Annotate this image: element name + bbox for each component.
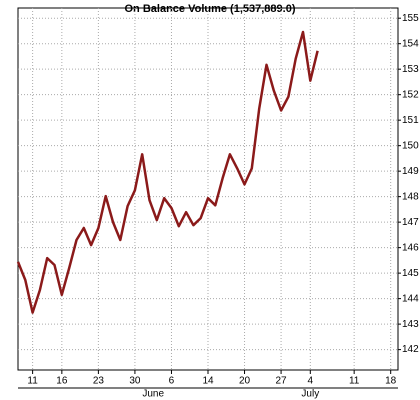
y-tick-label: 155: [402, 13, 419, 24]
x-tick-label: 30: [129, 376, 141, 387]
x-tick-label: 4: [308, 376, 314, 387]
y-tick-label: 142: [402, 344, 419, 355]
chart-title: On Balance Volume (1,537,889.0): [125, 3, 296, 15]
x-tick-label: 14: [202, 376, 214, 387]
y-tick-label: 146: [402, 242, 419, 253]
x-tick-label: 11: [349, 376, 360, 387]
y-tick-label: 150: [402, 140, 419, 151]
y-tick-label: 153: [402, 64, 419, 75]
x-tick-label: 23: [93, 376, 105, 387]
y-tick-label: 154: [402, 38, 419, 49]
x-tick-label: 16: [56, 376, 68, 387]
y-tick-label: 145: [402, 268, 419, 279]
y-tick-label: 148: [402, 191, 419, 202]
y-tick-label: 143: [402, 319, 419, 330]
month-label: July: [301, 389, 319, 400]
x-tick-label: 6: [169, 376, 175, 387]
x-tick-label: 18: [385, 376, 397, 387]
x-tick-label: 11: [27, 376, 38, 387]
y-tick-label: 152: [402, 89, 419, 100]
month-label: June: [142, 389, 164, 400]
y-tick-label: 144: [402, 293, 419, 304]
y-tick-label: 147: [402, 217, 419, 228]
series-line: [16, 30, 319, 314]
y-tick-label: 151: [402, 115, 419, 126]
y-tick-label: 149: [402, 166, 419, 177]
x-tick-label: 27: [276, 376, 288, 387]
x-tick-label: 20: [239, 376, 251, 387]
